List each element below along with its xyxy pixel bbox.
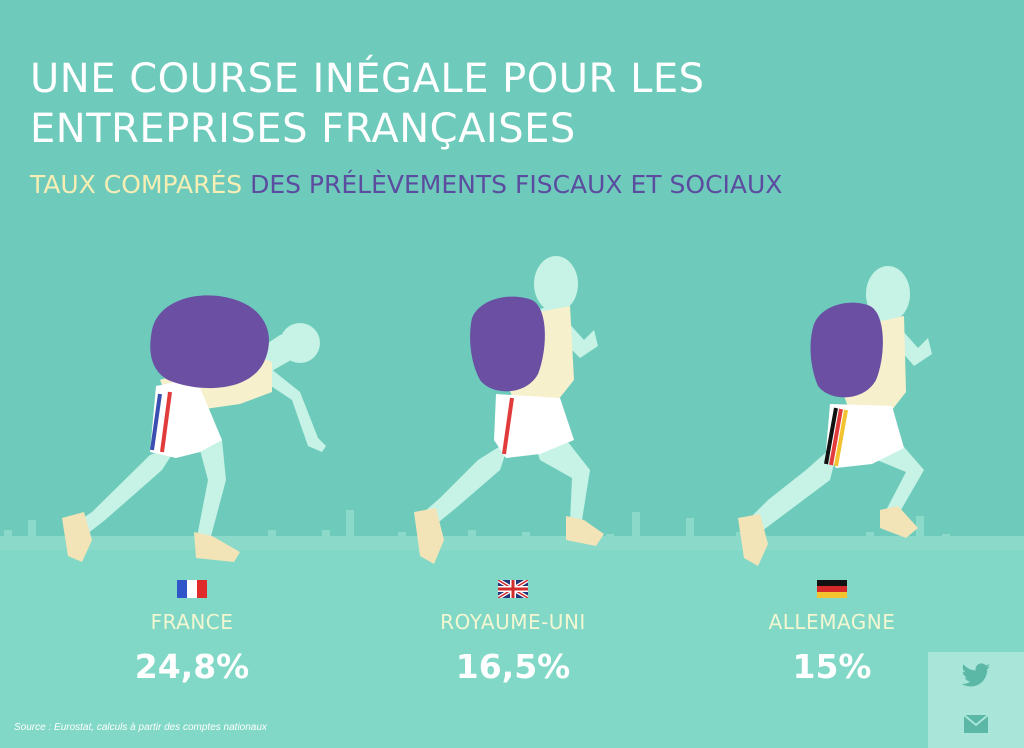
country-name: ROYAUME-UNI xyxy=(440,610,586,634)
country-rate: 15% xyxy=(792,647,872,686)
country-rate: 16,5% xyxy=(455,647,571,686)
flag-france-icon xyxy=(177,580,207,598)
country-rate: 24,8% xyxy=(134,647,250,686)
country-france: FRANCE 24,8% xyxy=(52,580,332,686)
country-germany: ALLEMAGNE 15% xyxy=(692,580,972,686)
subtitle-rest: DES PRÉLÈVEMENTS FISCAUX ET SOCIAUX xyxy=(242,170,783,199)
email-icon xyxy=(964,715,988,733)
runner-germany xyxy=(738,266,932,566)
source-note: Source : Eurostat, calculs à partir des … xyxy=(14,722,267,733)
share-panel xyxy=(928,652,1024,748)
fence-posts xyxy=(0,510,1024,550)
subtitle-highlight: TAUX COMPARÉS xyxy=(30,170,243,199)
country-name: FRANCE xyxy=(150,610,234,634)
flag-germany-icon xyxy=(817,580,847,598)
country-uk: ROYAUME-UNI 16,5% xyxy=(373,580,653,686)
country-name: ALLEMAGNE xyxy=(768,610,896,634)
title-line-1: UNE COURSE INÉGALE POUR LES xyxy=(30,56,705,102)
twitter-icon xyxy=(961,663,991,687)
email-share-button[interactable] xyxy=(928,700,1024,748)
page-title: UNE COURSE INÉGALE POUR LES ENTREPRISES … xyxy=(30,54,705,154)
flag-uk-icon xyxy=(498,580,528,598)
twitter-share-button[interactable] xyxy=(928,652,1024,700)
page-subtitle: TAUX COMPARÉS DES PRÉLÈVEMENTS FISCAUX E… xyxy=(30,170,782,200)
runner-france xyxy=(62,295,326,562)
title-line-2: ENTREPRISES FRANÇAISES xyxy=(30,106,576,152)
runner-uk xyxy=(414,256,604,564)
